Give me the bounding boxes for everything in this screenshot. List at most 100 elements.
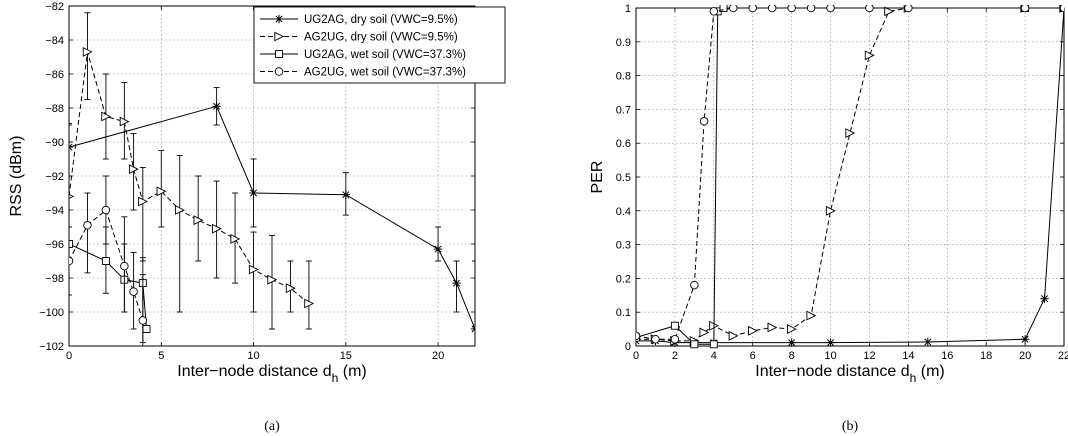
x-tick-label: 14 (902, 350, 914, 362)
y-tick-label: 0.9 (616, 37, 631, 49)
data-point (905, 4, 913, 12)
y-axis-label: RSS (dBm) (8, 136, 25, 217)
y-tick-label: 0 (625, 341, 631, 353)
data-point (102, 206, 110, 214)
y-tick-label: −86 (45, 69, 64, 81)
legend-marker (275, 68, 283, 76)
data-point (84, 222, 92, 230)
y-tick-label: 0.1 (616, 307, 631, 319)
x-axis-label: Inter−node distance dh (m) (755, 363, 944, 385)
data-point (729, 4, 737, 12)
data-point (788, 4, 796, 12)
data-point (671, 335, 679, 343)
x-tick-label: 20 (432, 350, 444, 362)
x-axis-label-subscript: h (910, 371, 917, 385)
legend: UG2AG, dry soil (VWC=9.5%) AG2UG, dry soi… (254, 7, 505, 83)
legend-entry: UG2AG, dry soil (VWC=9.5%) (304, 14, 458, 26)
data-point (249, 189, 257, 197)
data-point (1021, 335, 1029, 343)
data-point (212, 102, 220, 110)
y-tick-label: −96 (45, 239, 64, 251)
x-tick-label: 22 (1058, 350, 1068, 362)
data-point (710, 8, 718, 16)
chart-a: 0 5 10 15 20 −102 −100 −98 −96 −94 −92 −90 −88 −86 −84… (8, 1, 505, 434)
data-point (700, 117, 708, 125)
data-point (866, 4, 874, 12)
data-point (434, 245, 442, 253)
y-tick-label: 0.2 (616, 273, 631, 285)
x-axis-label-unit: (m) (338, 363, 366, 380)
legend-marker (275, 15, 283, 23)
legend-entry: AG2UG, dry soil (VWC=9.5%) (304, 32, 458, 44)
x-axis-label-subscript: h (332, 371, 339, 385)
x-tick-label: 10 (824, 350, 836, 362)
x-tick-label: 4 (711, 350, 717, 362)
data-point (671, 322, 678, 329)
x-tick-label: 12 (863, 350, 875, 362)
data-point (652, 335, 660, 343)
data-point (102, 258, 109, 265)
x-axis-label: Inter−node distance dh (m) (177, 363, 366, 385)
y-tick-label: 1 (625, 3, 631, 15)
x-tick-label: 2 (672, 350, 678, 362)
data-point (924, 338, 932, 346)
chart-b: 0 2 4 6 8 10 12 14 16 18 20 22 0 0.1 0.2 0.3 0.4 0.5 0.6 0.… (589, 3, 1068, 434)
legend-entry: AG2UG, wet soil (VWC=37.3%) (304, 67, 466, 79)
data-point (121, 262, 129, 270)
data-point (342, 191, 350, 199)
y-tick-label: −92 (45, 171, 64, 183)
data-point (143, 326, 150, 333)
data-point (1060, 4, 1068, 12)
y-tick-label: 0.3 (616, 240, 631, 252)
x-tick-label: 15 (340, 350, 352, 362)
x-tick-label: 16 (941, 350, 953, 362)
x-tick-label: 5 (158, 350, 164, 362)
data-point (807, 4, 815, 12)
y-tick-label: 0.6 (616, 138, 631, 150)
x-tick-label: 6 (750, 350, 756, 362)
x-tick-label: 18 (980, 350, 992, 362)
x-axis-label-unit: (m) (916, 363, 944, 380)
data-point (826, 338, 834, 346)
data-point (749, 4, 757, 12)
x-axis-label-main: Inter−node distance d (755, 363, 909, 380)
x-tick-label: 20 (1019, 350, 1031, 362)
y-tick-label: 0.5 (616, 172, 631, 184)
data-point (1021, 4, 1029, 12)
y-tick-label: 0.7 (616, 104, 631, 116)
data-point (452, 279, 460, 287)
data-point (691, 281, 699, 289)
data-point (139, 317, 147, 325)
y-tick-label: −90 (45, 137, 64, 149)
y-tick-label: −100 (39, 307, 64, 319)
data-point (768, 4, 776, 12)
data-point (471, 325, 479, 333)
x-tick-label: 0 (66, 350, 72, 362)
y-tick-label: −84 (45, 35, 64, 47)
y-tick-label: −94 (45, 205, 64, 217)
subcaption: (a) (264, 419, 280, 434)
data-point (65, 257, 73, 265)
y-tick-label: −102 (39, 341, 64, 353)
legend-entry: UG2AG, wet soil (VWC=37.3%) (304, 49, 466, 61)
x-tick-label: 0 (633, 350, 639, 362)
y-tick-label: 0.4 (616, 206, 631, 218)
data-point (130, 288, 138, 296)
data-point (632, 332, 640, 340)
y-tick-label: 0.8 (616, 71, 631, 83)
data-point (1040, 294, 1048, 302)
y-axis-label: PER (589, 161, 606, 194)
y-tick-label: −88 (45, 103, 64, 115)
subcaption: (b) (842, 419, 859, 434)
data-point (787, 338, 795, 346)
x-axis-label-main: Inter−node distance d (177, 363, 331, 380)
x-tick-label: 8 (789, 350, 795, 362)
legend-marker (276, 51, 283, 58)
y-tick-label: −82 (45, 1, 64, 13)
data-point (691, 341, 698, 348)
x-tick-label: 10 (247, 350, 259, 362)
y-tick-label: −98 (45, 273, 64, 285)
data-point (827, 4, 835, 12)
data-point (710, 341, 717, 348)
